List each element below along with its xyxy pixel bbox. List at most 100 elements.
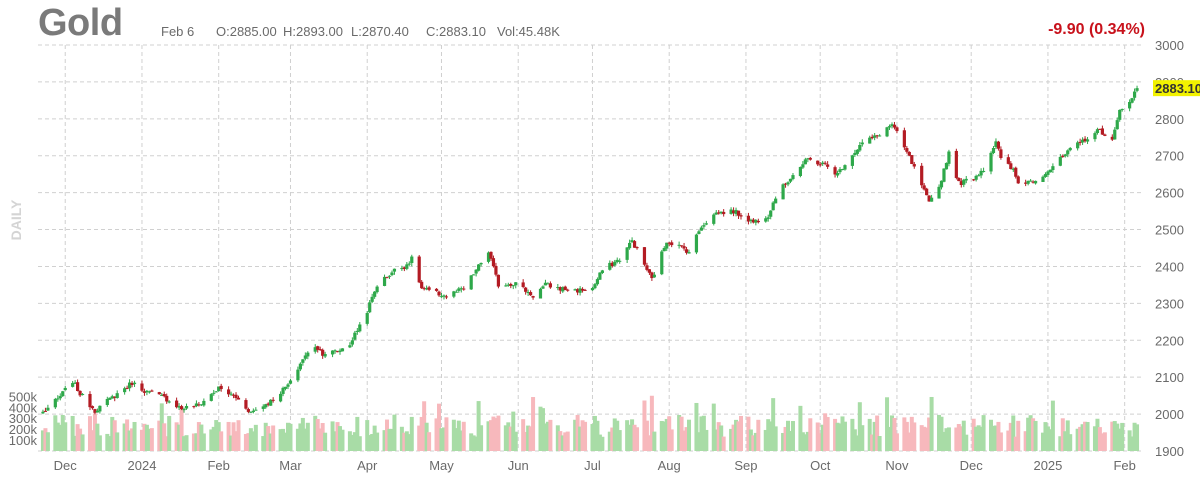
candle-body — [140, 383, 144, 391]
candle-body — [912, 164, 916, 167]
candle-body — [459, 288, 463, 290]
volume-bar — [144, 424, 149, 451]
volume-bar — [437, 403, 442, 451]
candle-body — [281, 387, 285, 394]
candle-body — [179, 406, 184, 410]
candle-body — [873, 135, 877, 138]
time-tick-label: Dec — [54, 458, 78, 473]
volume-bar — [199, 424, 204, 451]
volume-bar — [295, 428, 300, 451]
volume-bar — [159, 403, 164, 451]
volume-bar — [734, 419, 739, 451]
candle-body — [1093, 133, 1097, 140]
volume-bar — [773, 426, 778, 451]
candle-body — [853, 152, 857, 156]
volume-bar — [417, 425, 422, 451]
volume-bar — [607, 431, 612, 451]
volume-bar — [184, 435, 189, 451]
volume-bar — [625, 420, 630, 451]
candle-body — [298, 363, 302, 370]
candle-body — [650, 272, 654, 279]
candle-body — [209, 394, 213, 401]
candle-body — [964, 178, 968, 181]
time-tick-label: Sep — [734, 458, 757, 473]
last-price-badge — [1153, 80, 1200, 97]
volume-bar — [508, 426, 513, 451]
candle-body — [660, 251, 664, 275]
volume-bar — [877, 436, 882, 451]
candle-body — [999, 149, 1003, 158]
volume-bar — [318, 428, 323, 451]
price-tick-label: 2200 — [1155, 333, 1184, 348]
candle-body — [756, 220, 760, 223]
volume-bar — [110, 416, 115, 451]
volume-bar — [315, 419, 320, 451]
volume-bar — [719, 425, 724, 451]
volume-bar — [402, 432, 407, 451]
candle-body — [132, 382, 137, 385]
candle-body — [288, 380, 293, 384]
volume-bar — [1083, 421, 1088, 451]
candle-body — [561, 287, 565, 292]
volume-bar — [922, 426, 927, 451]
candle-body — [427, 287, 431, 290]
volume-bar — [575, 414, 580, 451]
time-tick-label: Feb — [207, 458, 229, 473]
candle-body — [283, 386, 288, 389]
volume-bar — [92, 413, 97, 451]
volume-bar — [407, 434, 412, 451]
volume-bar — [503, 425, 508, 451]
volume-bar — [323, 432, 328, 451]
candle-body — [202, 400, 206, 406]
candle-body — [251, 410, 255, 412]
price-tick-label: 2300 — [1155, 296, 1184, 311]
quote-close: C:2883.10 — [426, 24, 486, 39]
volume-bar — [474, 436, 479, 451]
candle-body — [1095, 129, 1100, 134]
time-tick-label: Dec — [960, 458, 984, 473]
volume-bar — [989, 419, 994, 451]
candle-body — [939, 180, 944, 188]
candle-body — [212, 392, 216, 394]
candle-body — [296, 369, 300, 381]
candle-body — [749, 219, 753, 221]
candle-body — [405, 264, 409, 269]
candle-body — [608, 262, 612, 270]
time-tick-label: 2024 — [128, 458, 157, 473]
volume-bar — [615, 420, 620, 451]
volume-bar — [1058, 436, 1063, 451]
candle-body — [489, 251, 493, 259]
last-price-label: 2883.10 — [1155, 81, 1200, 96]
candle-body — [1014, 167, 1018, 177]
volume-bar — [209, 429, 214, 451]
volume-bar — [763, 429, 768, 451]
volume-bar — [538, 406, 543, 451]
volume-bar — [454, 428, 459, 451]
volume-bar — [528, 426, 533, 451]
volume-bar — [1110, 421, 1115, 451]
volume-bar — [800, 432, 805, 451]
volume-bar — [357, 436, 362, 451]
candle-body — [150, 390, 154, 392]
candle-body — [989, 152, 993, 172]
volume-bar — [266, 426, 271, 451]
candle-body — [506, 284, 510, 286]
volume-bar — [1011, 415, 1016, 451]
candle-body — [1130, 98, 1134, 103]
candle-body — [573, 289, 577, 291]
volume-bar — [682, 430, 687, 451]
volume-bar — [909, 416, 914, 451]
candle-body — [439, 296, 444, 298]
candle-body — [850, 155, 854, 166]
candle-body — [80, 394, 85, 396]
candle-body — [410, 256, 414, 264]
volume-bar — [365, 420, 370, 451]
candle-body — [541, 286, 545, 289]
candle-body — [1031, 181, 1035, 183]
volume-bar — [375, 432, 380, 451]
candle-body — [699, 227, 703, 231]
volume-bar — [852, 429, 857, 451]
volume-bar — [1008, 422, 1013, 451]
volume-bar — [469, 433, 474, 451]
